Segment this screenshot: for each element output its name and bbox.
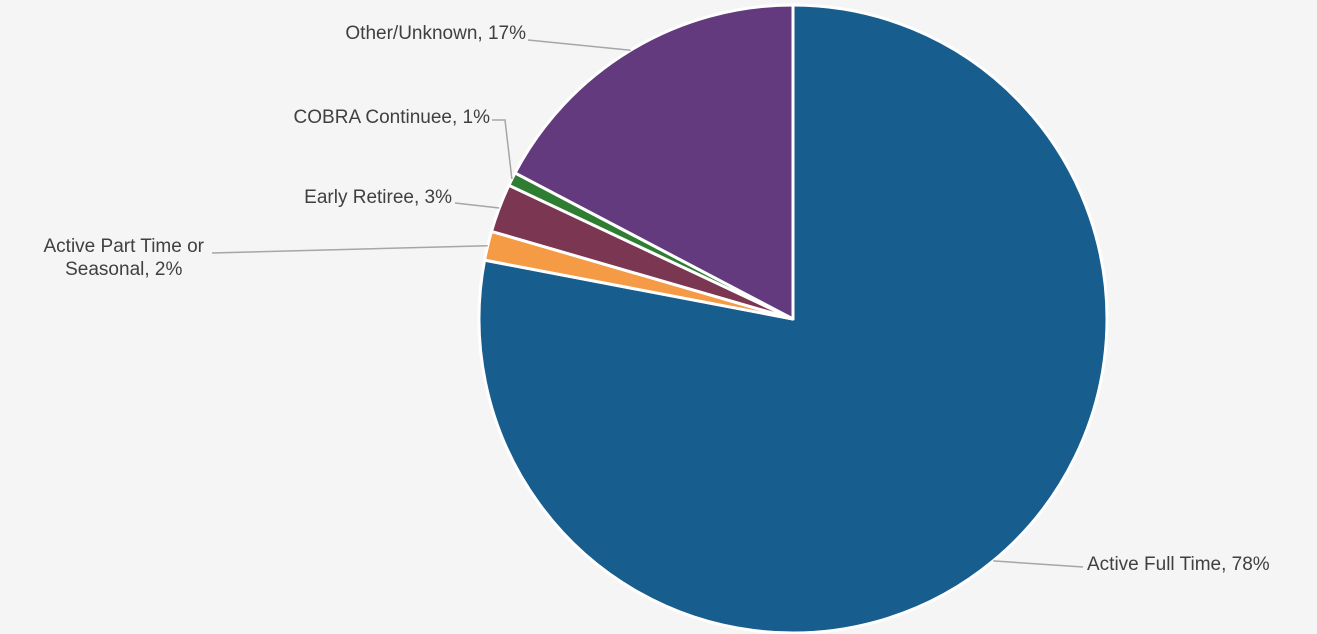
leader-cobra-continuee [492,119,513,180]
leader-lines [211,39,1084,568]
label-other-unknown: Other/Unknown, 17% [345,23,526,44]
slice-other-unknown [513,3,795,321]
label-cobra-continuee: COBRA Continuee, 1% [293,107,490,128]
label-active-part-time: Active Part Time or Seasonal, 2% [43,236,205,280]
pie-slices [477,3,1109,634]
label-early-retiree: Early Retiree, 3% [304,187,452,208]
slice-active-full-time [477,3,1109,634]
leader-early-retiree [454,202,500,209]
leader-active-part-time [211,244,488,254]
leader-active-full-time [993,560,1084,568]
leader-other-unknown [527,39,631,51]
label-active-full-time: Active Full Time, 78% [1087,554,1270,575]
